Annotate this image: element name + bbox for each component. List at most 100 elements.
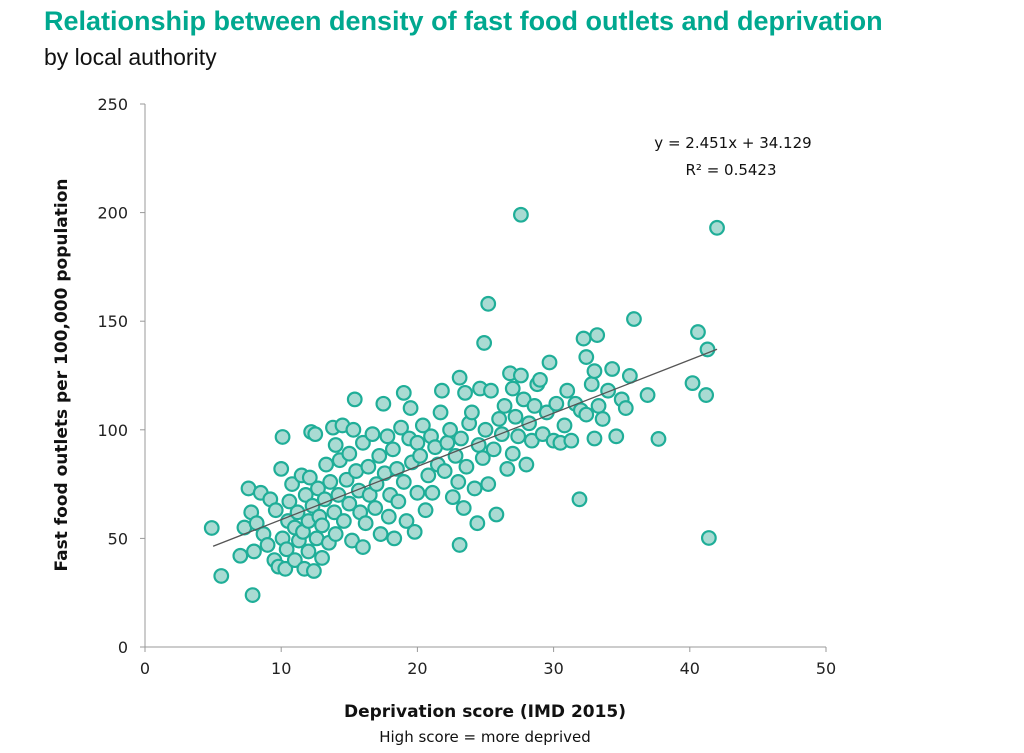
data-point xyxy=(248,515,265,532)
data-point xyxy=(650,431,667,447)
data-point xyxy=(589,327,606,344)
data-point xyxy=(586,430,603,447)
x-tick-label: 10 xyxy=(271,659,291,678)
data-point xyxy=(578,349,595,365)
data-point xyxy=(513,367,529,384)
data-point xyxy=(345,421,362,438)
data-point xyxy=(379,428,396,445)
data-point xyxy=(453,430,469,447)
data-point xyxy=(518,456,535,473)
data-point xyxy=(439,434,456,451)
x-tick-label: 0 xyxy=(140,659,150,678)
data-point xyxy=(434,382,450,399)
data-point xyxy=(600,382,616,399)
data-point xyxy=(389,460,405,477)
data-point xyxy=(375,395,392,412)
data-point xyxy=(604,361,621,377)
data-point xyxy=(395,474,412,490)
data-point xyxy=(450,474,467,490)
data-point xyxy=(386,530,403,547)
y-tick-label: 250 xyxy=(97,95,128,114)
data-point xyxy=(436,463,453,479)
data-point xyxy=(510,428,527,445)
data-point xyxy=(575,330,592,347)
data-point xyxy=(626,311,642,327)
data-point xyxy=(367,500,384,516)
data-point xyxy=(684,375,701,392)
data-point xyxy=(709,219,725,236)
data-points xyxy=(203,206,725,603)
x-tick-label: 20 xyxy=(407,659,427,678)
data-point xyxy=(297,487,314,503)
y-tick-label: 100 xyxy=(97,421,128,440)
data-point xyxy=(414,417,431,434)
y-axis-title: Fast food outlets per 100,000 population xyxy=(52,178,72,571)
data-point xyxy=(406,523,423,540)
data-point xyxy=(402,400,419,416)
data-point xyxy=(355,539,371,555)
y-tick-label: 150 xyxy=(97,312,128,331)
data-point xyxy=(507,408,524,425)
data-point xyxy=(590,398,607,414)
data-point xyxy=(617,400,634,416)
data-point xyxy=(398,513,415,529)
x-tick-label: 30 xyxy=(543,659,563,678)
data-point xyxy=(504,380,521,397)
data-point xyxy=(341,445,358,462)
data-point xyxy=(621,368,638,384)
data-point xyxy=(338,471,355,488)
data-point xyxy=(442,421,458,438)
data-point xyxy=(466,480,483,497)
data-point xyxy=(310,480,326,497)
data-point xyxy=(278,541,295,558)
data-point xyxy=(341,495,358,512)
data-point xyxy=(364,426,381,443)
data-point xyxy=(318,456,335,473)
data-point xyxy=(499,460,516,477)
data-point xyxy=(213,568,230,584)
data-point xyxy=(504,445,521,462)
data-point xyxy=(532,371,548,388)
data-point xyxy=(300,543,317,560)
data-point xyxy=(314,517,330,534)
data-point xyxy=(277,560,294,577)
data-point xyxy=(305,563,322,579)
data-point xyxy=(488,506,505,523)
data-point xyxy=(284,476,300,493)
data-point xyxy=(455,500,472,516)
data-point xyxy=(409,434,426,451)
data-point xyxy=(380,508,397,525)
data-point xyxy=(458,458,475,475)
x-axis-title: Deprivation score (IMD 2015) xyxy=(344,702,626,722)
data-point xyxy=(541,354,558,371)
x-tick-label: 50 xyxy=(816,659,836,678)
data-point xyxy=(384,441,401,458)
data-point xyxy=(608,428,625,445)
data-point xyxy=(548,395,565,412)
y-tick-label: 200 xyxy=(97,204,128,223)
data-point xyxy=(301,469,318,486)
data-point xyxy=(361,487,378,503)
data-point xyxy=(417,502,434,519)
data-point xyxy=(559,382,576,399)
data-point xyxy=(203,520,220,536)
data-point xyxy=(690,324,706,340)
data-point xyxy=(483,382,499,399)
data-point xyxy=(424,484,441,501)
data-point xyxy=(491,411,508,427)
data-point xyxy=(357,515,374,532)
data-point xyxy=(432,404,449,421)
chart-subtitle: by local authority xyxy=(44,44,217,70)
data-point xyxy=(700,530,717,546)
data-point xyxy=(346,391,363,408)
x-axis-note: High score = more deprived xyxy=(379,728,591,746)
data-point xyxy=(355,434,371,451)
data-point xyxy=(393,419,409,436)
data-point xyxy=(477,421,494,438)
data-point xyxy=(538,404,555,421)
data-point xyxy=(556,417,573,434)
trendline xyxy=(212,348,718,547)
data-point xyxy=(232,547,249,564)
